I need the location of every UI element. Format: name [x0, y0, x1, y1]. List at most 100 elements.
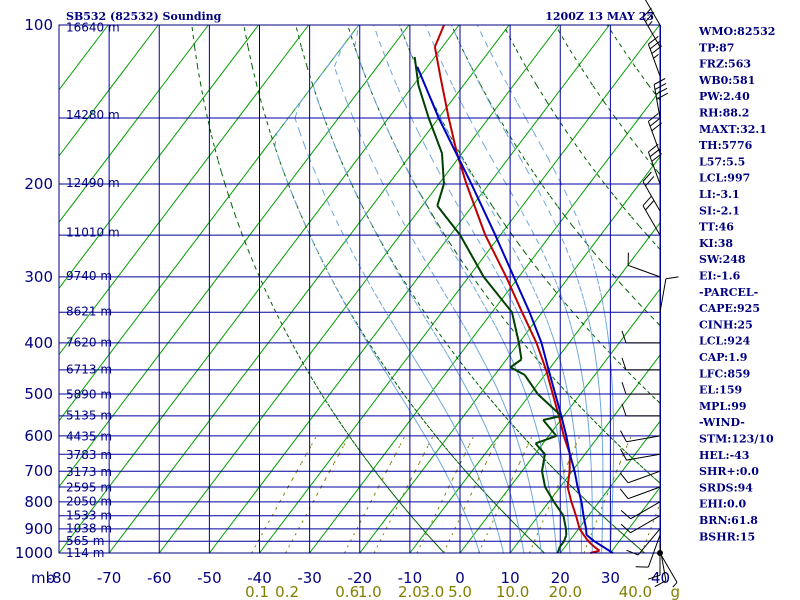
mixing-ratio-label: 20.0 — [549, 583, 582, 600]
mixing-ratio-line — [373, 435, 434, 554]
temperature-tick-label: -30 — [297, 569, 322, 587]
pressure-tick-label: 200 — [24, 175, 53, 193]
wind-barb — [653, 78, 669, 119]
index-wb0: WB0:581 — [698, 74, 755, 87]
index-lcl: LCL:924 — [699, 335, 751, 348]
temperature-trace — [433, 24, 601, 554]
wind-barb — [626, 528, 661, 556]
index-cape: CAPE:925 — [699, 302, 760, 315]
temperature-tick-label: -80 — [47, 569, 72, 587]
wind-barb — [620, 430, 661, 443]
dry-adiabat-line — [554, 24, 661, 175]
index-maxt: MAXT:32.1 — [699, 123, 767, 136]
index-srds: SRDS:94 — [699, 481, 753, 494]
index-stm: STM:123/10 — [699, 433, 774, 446]
mixing-ratio-line — [443, 435, 500, 554]
pressure-tick-label: 900 — [24, 520, 53, 538]
height-label: 12490 m — [66, 176, 120, 190]
height-label: 2595 m — [66, 481, 112, 495]
isotherm-line — [58, 24, 309, 355]
index-si: SI:-2.1 — [699, 204, 740, 217]
height-label: 5135 m — [66, 409, 112, 423]
mixing-ratio-line — [251, 435, 318, 554]
wind-barb-base-dot — [657, 550, 663, 556]
dewpoint-trace — [413, 56, 568, 554]
chart-title: SB532 (82532) Sounding — [66, 10, 222, 23]
index-sw: SW:248 — [699, 253, 746, 266]
height-label: 11010 m — [66, 225, 120, 239]
height-label: 2050 m — [66, 494, 112, 508]
index-ehi: EHI:0.0 — [699, 498, 746, 511]
index-tp: TP:87 — [699, 41, 734, 54]
mixing-ratio-labels: 0.1 0.2 0.61.0 2.03.0 5.0 10.0 20.0 40.0 — [245, 583, 652, 600]
isotherm-line — [58, 24, 109, 91]
wind-barb — [642, 195, 661, 236]
index-parcel: -PARCEL- — [699, 286, 758, 299]
index-th: TH:5776 — [699, 139, 753, 152]
isotherm-line — [58, 24, 209, 223]
temperature-tick-label: 10 — [501, 569, 520, 587]
height-label: 6713 m — [66, 362, 112, 376]
temperature-tick-label: -70 — [97, 569, 122, 587]
height-label: 3173 m — [66, 465, 112, 479]
wind-barb — [647, 143, 663, 185]
pressure-tick-label: 800 — [24, 493, 53, 511]
height-label: 4435 m — [66, 430, 112, 444]
index-shr: SHR+:0.0 — [699, 465, 759, 478]
mixing-ratio-label: 5.0 — [448, 583, 472, 600]
temperature-tick-label: 0 — [455, 569, 465, 587]
wind-barb — [642, 7, 661, 48]
isotherm-line — [309, 90, 661, 554]
temperature-tick-label: 30 — [601, 569, 620, 587]
mixing-ratio-label: 10.0 — [496, 583, 529, 600]
moist-adiabat-line — [354, 24, 557, 554]
wind-barb — [644, 0, 661, 26]
index-mpl: MPL:99 — [699, 400, 747, 413]
index-hel: HEL:-43 — [699, 449, 749, 462]
mixing-ratio-line — [285, 435, 350, 554]
height-label: 114 m — [66, 546, 104, 560]
pressure-tick-labels: 100 200 300 400 500 600 700 800 900 1000 — [15, 16, 53, 562]
wind-barb — [627, 252, 661, 278]
index-rh: RH:88.2 — [699, 107, 749, 120]
wind-barbs — [619, 0, 679, 588]
height-labels: 16640 m 14280 m 12490 m 11010 m 9740 m 8621 m… — [66, 20, 120, 560]
wind-barb — [620, 448, 661, 461]
wind-barb — [619, 486, 661, 500]
moist-adiabat-line — [476, 24, 615, 554]
index-pw: PW:2.40 — [699, 90, 750, 103]
moist-adiabat-line — [373, 24, 571, 554]
wind-barb — [621, 330, 660, 344]
pressure-tick-label: 100 — [24, 16, 53, 34]
wind-barb — [635, 534, 661, 568]
temperature-tick-label: -10 — [398, 569, 423, 587]
height-label: 9740 m — [66, 269, 112, 283]
height-label: 565 m — [66, 534, 104, 548]
mixing-ratio-label: 40.0 — [619, 583, 652, 600]
pressure-tick-label: 500 — [24, 385, 53, 403]
temperature-tick-label: 20 — [551, 569, 570, 587]
isotherm-line — [58, 24, 410, 488]
temperature-tick-label: -60 — [147, 569, 172, 587]
mixing-ratio-label: 3.0 — [420, 583, 444, 600]
moist-adiabat-line — [425, 24, 593, 553]
wind-barb — [642, 171, 661, 212]
wind-barb — [647, 36, 663, 77]
dry-adiabat-line — [606, 24, 661, 101]
dry-adiabat-lines — [191, 24, 661, 554]
index-ei: EI:-1.6 — [699, 270, 741, 283]
height-label: 3783 m — [66, 448, 112, 462]
wind-barb — [647, 113, 663, 154]
index-lcl: LCL:997 — [699, 172, 750, 185]
temperature-tick-label: -20 — [348, 569, 373, 587]
moist-adiabat-lines — [274, 24, 615, 554]
wind-barb — [619, 470, 661, 484]
wind-barb — [647, 541, 661, 580]
index-cinh: CINH:25 — [699, 318, 753, 331]
mixing-ratio-unit: g — [670, 583, 680, 600]
pressure-tick-label: 700 — [24, 462, 53, 480]
mixing-ratio-label: 0.1 — [245, 583, 269, 600]
pressure-tick-label: 400 — [24, 334, 53, 352]
index-brn: BRN:61.8 — [699, 514, 758, 527]
